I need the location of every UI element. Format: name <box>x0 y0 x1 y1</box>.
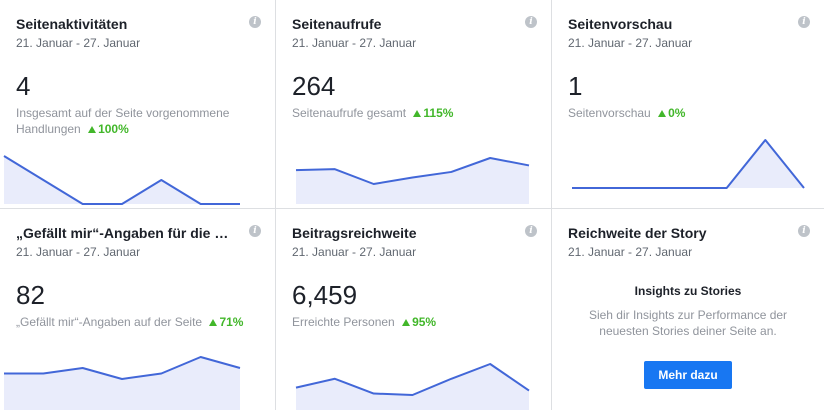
metric-description: „Gefällt mir“-Angaben auf der Seite 71% <box>16 314 252 330</box>
date-range: 21. Januar - 27. Januar <box>16 245 141 259</box>
change-badge: 115% <box>409 106 453 120</box>
date-range: 21. Januar - 27. Januar <box>292 245 417 259</box>
metric-value: 82 <box>16 280 45 310</box>
card-page-likes[interactable]: „Gefällt mir“-Angaben für die … i 21. Ja… <box>0 209 276 410</box>
card-post-reach[interactable]: Beitragsreichweite i 21. Januar - 27. Ja… <box>276 209 552 410</box>
card-story-reach[interactable]: Reichweite der Story i 21. Januar - 27. … <box>552 209 824 410</box>
metric-value: 264 <box>292 71 336 101</box>
sparkline-line <box>572 139 805 189</box>
up-arrow-icon <box>88 126 97 133</box>
up-arrow-icon <box>658 110 667 117</box>
metric-label: Seitenvorschau <box>568 106 651 120</box>
sparkline <box>3 155 240 205</box>
sparkline <box>295 157 530 204</box>
sparkline-line <box>295 157 530 185</box>
card-page-previews[interactable]: Seitenvorschau i 21. Januar - 27. Januar… <box>552 0 824 209</box>
sparkline <box>4 356 241 410</box>
sparkline <box>572 139 805 189</box>
card-page-views[interactable]: Seitenaufrufe i 21. Januar - 27. Januar … <box>276 0 552 209</box>
sparkline-area <box>296 364 529 410</box>
info-icon[interactable]: i <box>249 225 261 237</box>
sparkline-line <box>295 363 530 396</box>
date-range: 21. Januar - 27. Januar <box>16 36 141 50</box>
change-value: 71% <box>219 315 244 329</box>
change-value: 95% <box>412 315 437 329</box>
sparkline-line <box>4 356 241 380</box>
sparkline <box>295 363 530 410</box>
change-badge: 100% <box>84 122 129 136</box>
story-promo: Insights zu Stories Sieh dir Insights zu… <box>568 283 808 389</box>
metric-label: Insgesamt auf der Seite vorgenommene Han… <box>16 106 230 136</box>
story-heading: Insights zu Stories <box>634 284 742 298</box>
info-icon[interactable]: i <box>525 225 537 237</box>
story-text: Sieh dir Insights zur Performance der ne… <box>588 308 788 338</box>
change-badge: 95% <box>398 315 436 329</box>
date-range: 21. Januar - 27. Januar <box>568 36 693 50</box>
metric-description: Insgesamt auf der Seite vorgenommene Han… <box>16 105 252 137</box>
metric-label: Erreichte Personen <box>292 315 395 329</box>
info-icon[interactable]: i <box>249 16 261 28</box>
change-badge: 0% <box>654 106 685 120</box>
sparkline-area <box>4 357 240 410</box>
metric-value: 4 <box>16 71 31 101</box>
metric-description: Erreichte Personen 95% <box>292 314 528 330</box>
up-arrow-icon <box>413 110 422 117</box>
change-value: 115% <box>423 106 454 120</box>
info-icon[interactable]: i <box>798 16 810 28</box>
up-arrow-icon <box>402 319 411 326</box>
learn-more-button[interactable]: Mehr dazu <box>644 361 732 389</box>
sparkline-area <box>572 140 804 188</box>
change-value: 0% <box>668 106 686 120</box>
date-range: 21. Januar - 27. Januar <box>568 245 693 259</box>
sparkline-area <box>4 156 240 204</box>
card-title: Reichweite der Story <box>568 225 707 241</box>
up-arrow-icon <box>209 319 218 326</box>
sparkline-line <box>3 155 240 205</box>
info-icon[interactable]: i <box>525 16 537 28</box>
metric-value: 1 <box>568 71 583 101</box>
change-value: 100% <box>98 122 129 136</box>
info-icon[interactable]: i <box>798 225 810 237</box>
change-badge: 71% <box>205 315 243 329</box>
metric-label: Seitenaufrufe gesamt <box>292 106 407 120</box>
metric-value: 6,459 <box>292 280 358 310</box>
sparkline-area <box>296 158 529 204</box>
card-page-activity[interactable]: Seitenaktivitäten i 21. Januar - 27. Jan… <box>0 0 276 209</box>
metric-description: Seitenaufrufe gesamt 115% <box>292 105 528 121</box>
metric-label: „Gefällt mir“-Angaben auf der Seite <box>16 315 203 329</box>
metric-description: Seitenvorschau 0% <box>568 105 804 121</box>
date-range: 21. Januar - 27. Januar <box>292 36 417 50</box>
